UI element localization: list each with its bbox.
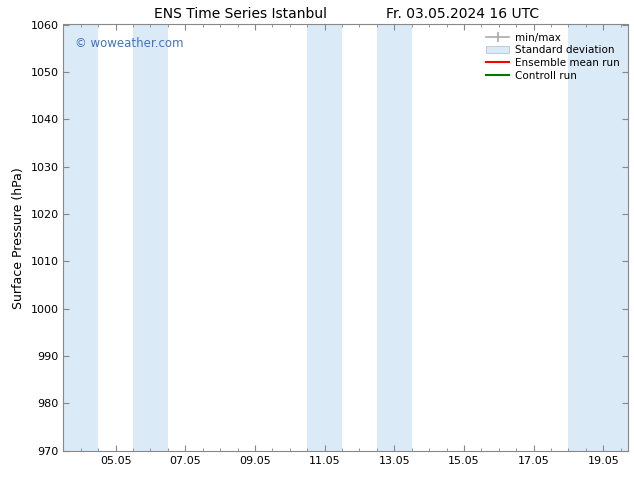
Legend: min/max, Standard deviation, Ensemble mean run, Controll run: min/max, Standard deviation, Ensemble me… [483, 30, 623, 84]
Bar [377, 24, 411, 451]
Bar [307, 24, 342, 451]
Y-axis label: Surface Pressure (hPa): Surface Pressure (hPa) [12, 167, 25, 309]
Bar [133, 24, 168, 451]
Text: ENS Time Series Istanbul: ENS Time Series Istanbul [155, 7, 327, 22]
Bar [63, 24, 98, 451]
Text: Fr. 03.05.2024 16 UTC: Fr. 03.05.2024 16 UTC [386, 7, 540, 22]
Text: © woweather.com: © woweather.com [75, 37, 183, 50]
Bar [569, 24, 628, 451]
